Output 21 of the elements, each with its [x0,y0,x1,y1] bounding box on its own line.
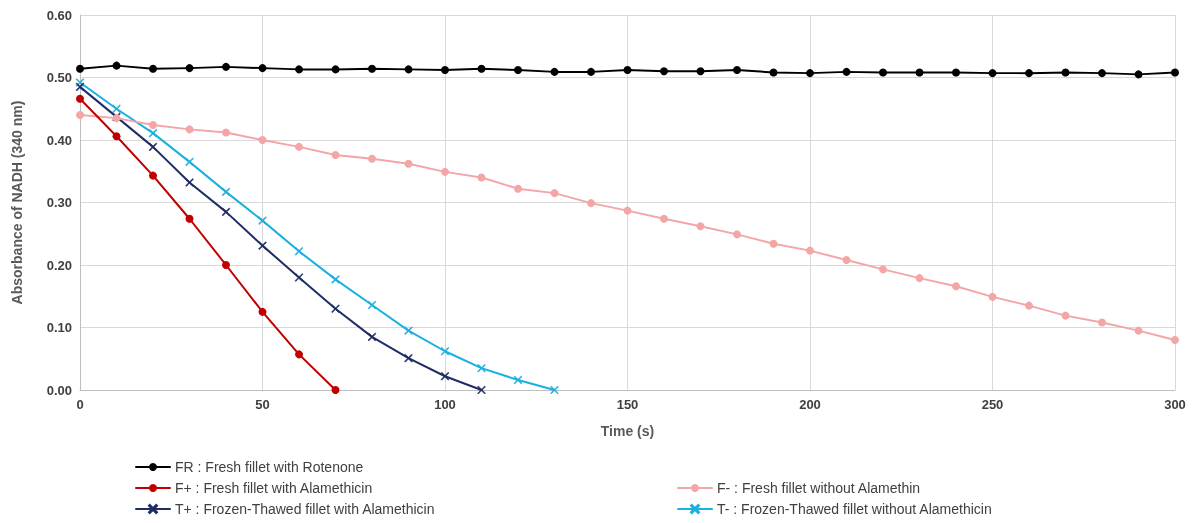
y-tick-label: 0.30 [46,195,72,210]
x-axis-title: Time (s) [600,423,655,439]
x-tick-label: 50 [255,397,270,412]
x-tick-label: 100 [434,397,456,412]
y-axis-title: Absorbance of NADH (340 nm) [9,100,25,305]
y-tick-label: 0.10 [46,320,72,335]
y-tick-label: 0.50 [46,70,72,85]
legend-label: F+ : Fresh fillet with Alamethicin [175,480,373,496]
y-tick-label: 0.00 [46,382,72,398]
y-tick-label: 0.20 [46,257,72,273]
legend-label: T+ : Frozen-Thawed fillet with Alamethicin [175,501,435,517]
x-tick-label: 150 [616,397,639,412]
legend-label: FR : Fresh fillet with Rotenone [175,459,364,475]
legend-label: T- : Frozen-Thawed fillet without Alamethicin [717,501,992,517]
y-tick-label: 0.40 [46,132,72,148]
y-tick-label: 0.60 [46,7,72,23]
x-tick-label: 250 [981,397,1004,412]
x-tick-label: 200 [799,397,821,412]
x-tick-label: 0 [76,397,84,412]
x-tick-label: 300 [1164,397,1186,412]
legend-label: F- : Fresh fillet without Alamethin [717,480,921,496]
